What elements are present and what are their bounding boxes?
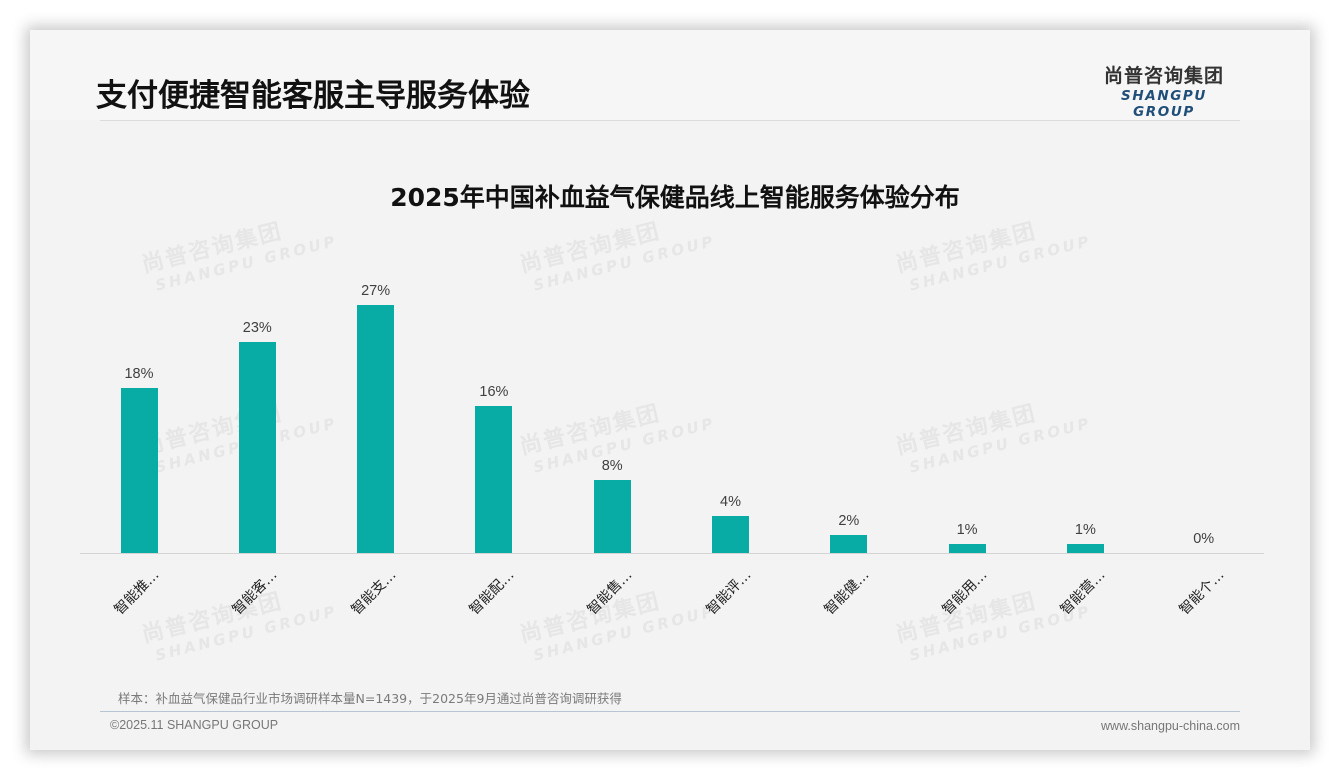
x-axis-tick-label: 智能推…: [111, 567, 163, 619]
bar: [948, 544, 986, 553]
bar-chart: 18% 智能推… 23% 智能客… 27% 智能支… 16% 智能配… 8% 智能售… 4% 智能评……: [30, 30, 1310, 750]
chart-title: 2025年中国补血益气保健品线上智能服务体验分布: [390, 183, 960, 212]
x-axis-tick-label: 智能个…: [1176, 567, 1228, 619]
x-axis-tick-label: 智能健…: [821, 567, 873, 619]
header-band: [30, 30, 1310, 120]
footer-copyright: ©2025.11 SHANGPU GROUP: [110, 718, 279, 732]
bar: [357, 305, 395, 553]
data-label: 16%: [479, 384, 509, 400]
brand-logo: 尚普咨询集团 SHANGPU GROUP: [1088, 64, 1240, 120]
x-axis-line: [80, 553, 1264, 554]
x-axis-tick-label: 智能客…: [229, 567, 281, 619]
data-label: 18%: [124, 366, 154, 382]
logo-en-text: SHANGPU GROUP: [1121, 88, 1207, 120]
data-label: 1%: [1074, 522, 1096, 538]
bar: [593, 480, 631, 553]
bar: [1066, 544, 1104, 553]
data-label: 27%: [361, 283, 391, 299]
data-label: 4%: [720, 494, 741, 510]
header-divider: [100, 120, 1240, 121]
bar: [712, 516, 749, 553]
footer-divider: [100, 711, 1240, 712]
x-axis-tick-label: 智能评…: [703, 567, 754, 619]
bar: [830, 535, 868, 553]
data-label: 1%: [956, 522, 978, 538]
data-label: 2%: [838, 513, 860, 529]
x-axis-tick-label: 智能营…: [1057, 567, 1109, 619]
x-axis-tick-label: 智能配…: [466, 567, 518, 619]
data-label: 8%: [601, 458, 623, 474]
x-axis-tick-label: 智能售…: [584, 567, 636, 619]
slide-card: 支付便捷智能客服主导服务体验 尚普咨询集团 SHANGPU GROUP 尚普咨询…: [30, 30, 1310, 750]
bar: [120, 388, 158, 553]
data-label: 0%: [1193, 531, 1215, 547]
bar: [475, 406, 513, 553]
page-title: 支付便捷智能客服主导服务体验: [96, 78, 530, 114]
x-axis-tick-label: 智能支…: [348, 567, 400, 619]
logo-cn-text: 尚普咨询集团: [1103, 65, 1224, 87]
x-axis-tick-label: 智能用…: [939, 567, 991, 619]
sample-note: 样本：补血益气保健品行业市场调研样本量N=1439，于2025年9月通过尚普咨询…: [118, 691, 622, 706]
bar: [238, 342, 276, 553]
data-label: 23%: [242, 320, 272, 336]
footer-website: www.shangpu-china.com: [1101, 719, 1240, 733]
